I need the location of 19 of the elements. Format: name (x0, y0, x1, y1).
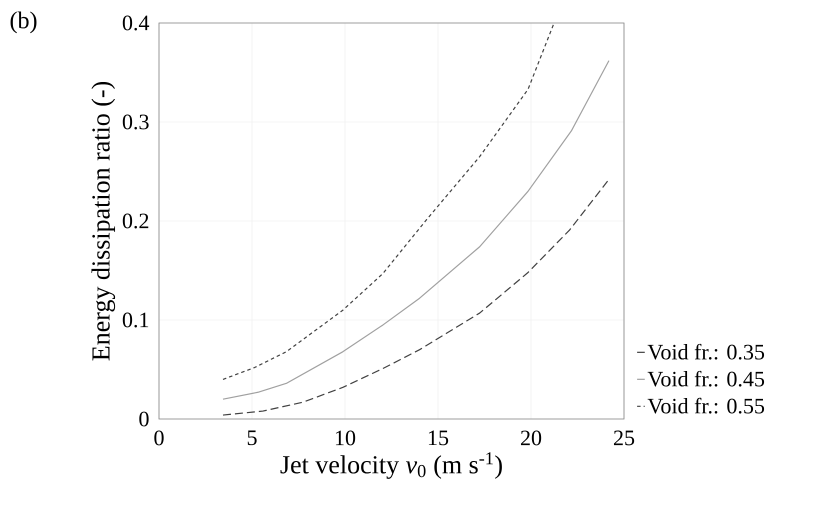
y-tick-label: 0.1 (122, 312, 148, 328)
x-tick-label: 0 (154, 430, 164, 446)
x-tick-label: 10 (336, 430, 356, 446)
y-axis-title: Energy dissipation ratio (-) (91, 82, 116, 360)
x-axis-title: Jet velocity v$_{0}$ (m s$^{-1}$) (280, 452, 502, 479)
legend-label: Void fr.: 0.45 (648, 370, 764, 387)
x-tick-label: 5 (248, 430, 257, 446)
line-series (222, 23, 555, 380)
x-tick-label: 25 (614, 430, 634, 446)
legend-label: Void fr.: 0.35 (648, 344, 764, 360)
x-tick-label: 15 (428, 430, 448, 446)
text: (b) (10, 12, 36, 34)
y-tick-label: 0.3 (122, 114, 149, 130)
legend-label: Void fr.: 0.55 (648, 398, 764, 414)
y-tick-label: 0 (139, 412, 149, 426)
y-tick-label: 0.2 (122, 214, 148, 228)
line-series (222, 60, 610, 400)
x-tick-label: 20 (520, 430, 542, 446)
y-tick-label: 0.4 (122, 16, 150, 30)
